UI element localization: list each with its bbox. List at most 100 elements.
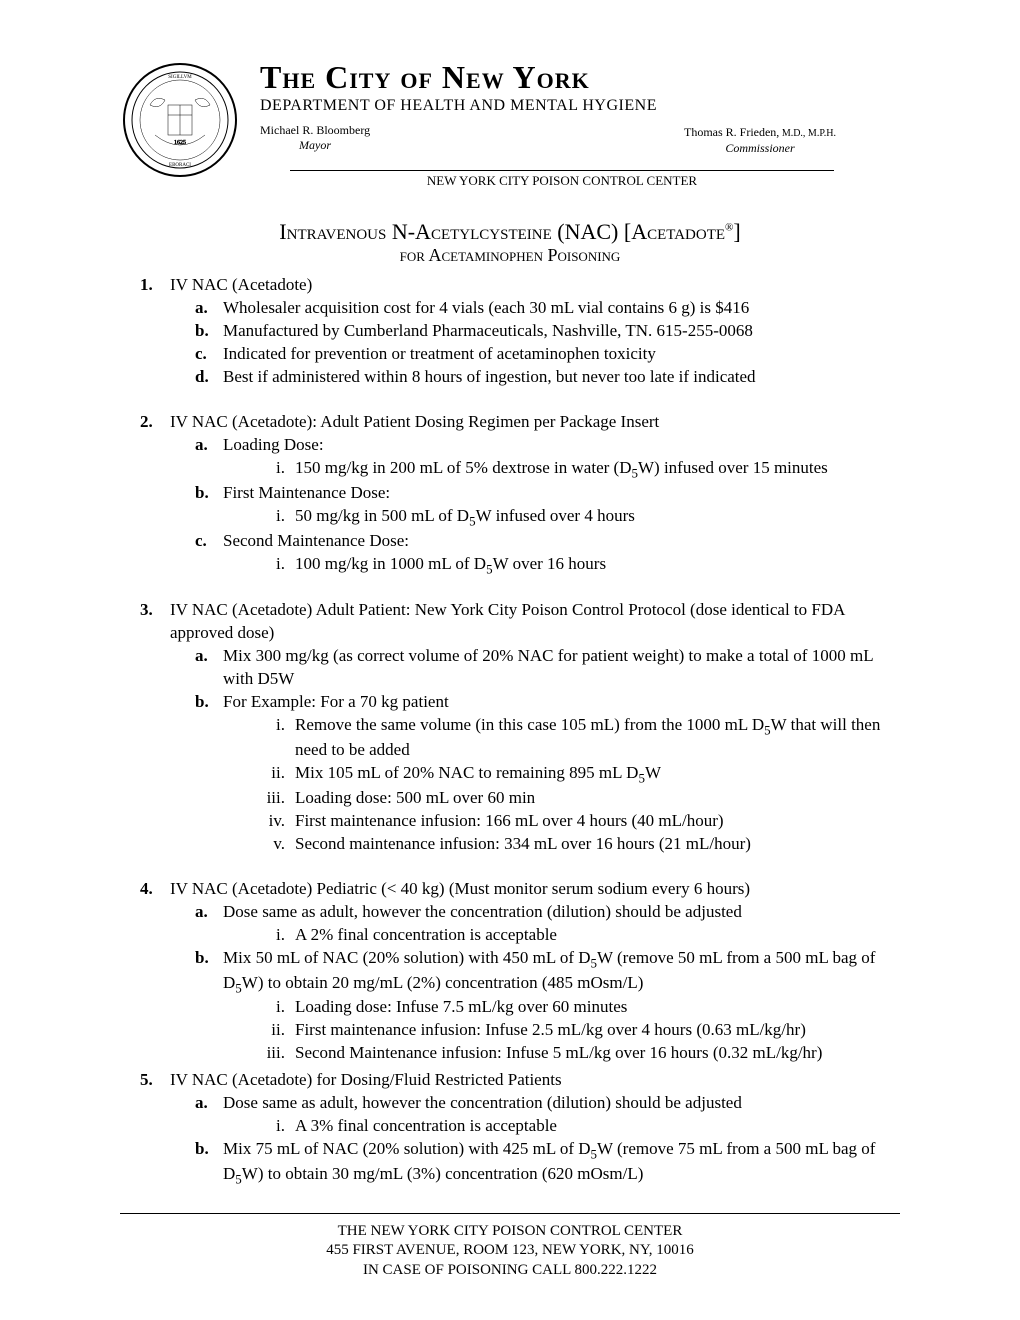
text-pre: Mix 50 mL of NAC (20% solution) with 450… xyxy=(223,948,591,967)
item-number: 5. xyxy=(140,1069,170,1092)
svg-text:EBORACI: EBORACI xyxy=(169,163,191,168)
sub-text: For Example: For a 70 kg patient xyxy=(223,691,900,714)
roman-text: Remove the same volume (in this case 105… xyxy=(295,714,900,762)
commissioner-name: Thomas R. Frieden, xyxy=(684,125,779,139)
header-divider xyxy=(290,170,834,171)
poison-center-name: NEW YORK CITY POISON CONTROL CENTER xyxy=(290,173,834,189)
text-post: W) to obtain 20 mg/mL (2%) concentration… xyxy=(242,973,644,992)
item-4bi: i. Loading dose: Infuse 7.5 mL/kg over 60… xyxy=(255,996,900,1019)
sub-text: Mix 75 mL of NAC (20% solution) with 425… xyxy=(223,1138,900,1188)
item-1b: b.Manufactured by Cumberland Pharmaceuti… xyxy=(195,320,900,343)
item-3biii: iii.Loading dose: 500 mL over 60 min xyxy=(255,787,900,810)
text-pre: 50 mg/kg in 500 mL of D xyxy=(295,506,469,525)
item-2ci: i.100 mg/kg in 1000 mL of D5W over 16 ho… xyxy=(255,553,900,578)
mayor-block: Michael R. Bloomberg Mayor xyxy=(260,123,370,156)
sub-text: Manufactured by Cumberland Pharmaceutica… xyxy=(223,320,900,343)
item-1c: c.Indicated for prevention or treatment … xyxy=(195,343,900,366)
text-pre: Remove the same volume (in this case 105… xyxy=(295,715,764,734)
item-4ai: i. A 2% final concentration is acceptable xyxy=(255,924,900,947)
item-text: IV NAC (Acetadote) Adult Patient: New Yo… xyxy=(170,599,900,645)
item-text: IV NAC (Acetadote) Pediatric (< 40 kg) (… xyxy=(170,878,900,901)
roman-text: Loading dose: Infuse 7.5 mL/kg over 60 m… xyxy=(295,996,900,1019)
text-pre: Mix 75 mL of NAC (20% solution) with 425… xyxy=(223,1139,591,1158)
item-text: IV NAC (Acetadote) for Dosing/Fluid Rest… xyxy=(170,1069,900,1092)
item-2a: a.Loading Dose: xyxy=(195,434,900,457)
document-subtitle: for Acetaminophen Poisoning xyxy=(120,245,900,266)
roman-label: i. xyxy=(255,1115,285,1138)
page-footer: THE NEW YORK CITY POISON CONTROL CENTER … xyxy=(120,1213,900,1281)
spacer xyxy=(120,577,900,595)
item-4biii: iii.Second Maintenance infusion: Infuse … xyxy=(255,1042,900,1065)
roman-label: i. xyxy=(255,996,285,1019)
item-2c: c.Second Maintenance Dose: xyxy=(195,530,900,553)
roman-label: i. xyxy=(255,457,285,482)
spacer xyxy=(120,389,900,407)
sub-letter: b. xyxy=(195,691,223,714)
footer-text: THE NEW YORK CITY POISON CONTROL CENTER … xyxy=(120,1222,900,1281)
item-3bii: ii.Mix 105 mL of 20% NAC to remaining 89… xyxy=(255,762,900,787)
spacer xyxy=(120,856,900,874)
item-number: 3. xyxy=(140,599,170,645)
roman-text: A 3% final concentration is acceptable xyxy=(295,1115,900,1138)
sub-text: First Maintenance Dose: xyxy=(223,482,900,505)
svg-text:SIGILLVM: SIGILLVM xyxy=(168,75,192,80)
officials-row: Michael R. Bloomberg Mayor Thomas R. Fri… xyxy=(260,123,836,156)
department-title: DEPARTMENT OF HEALTH AND MENTAL HYGIENE xyxy=(260,97,900,115)
item-text: IV NAC (Acetadote): Adult Patient Dosing… xyxy=(170,411,900,434)
mayor-name: Michael R. Bloomberg xyxy=(260,123,370,138)
title-close: ] xyxy=(733,219,740,244)
item-2: 2. IV NAC (Acetadote): Adult Patient Dos… xyxy=(120,411,900,434)
roman-text: A 2% final concentration is acceptable xyxy=(295,924,900,947)
roman-label: i. xyxy=(255,924,285,947)
item-1a: a.Wholesaler acquisition cost for 4 vial… xyxy=(195,297,900,320)
text-post: W) to obtain 30 mg/mL (3%) concentration… xyxy=(242,1164,644,1183)
sub-letter: a. xyxy=(195,645,223,691)
header-text-block: The City of New York DEPARTMENT OF HEALT… xyxy=(260,60,900,189)
sub-text: Wholesaler acquisition cost for 4 vials … xyxy=(223,297,900,320)
city-seal-icon: 1625 SIGILLVM EBORACI xyxy=(120,60,240,180)
sub-text: Dose same as adult, however the concentr… xyxy=(223,1092,900,1115)
sub-letter: b. xyxy=(195,320,223,343)
sub-letter: a. xyxy=(195,901,223,924)
item-3b: b.For Example: For a 70 kg patient xyxy=(195,691,900,714)
item-4a: a.Dose same as adult, however the concen… xyxy=(195,901,900,924)
item-1d: d.Best if administered within 8 hours of… xyxy=(195,366,900,389)
item-number: 4. xyxy=(140,878,170,901)
item-number: 2. xyxy=(140,411,170,434)
item-2ai: i. 150 mg/kg in 200 mL of 5% dextrose in … xyxy=(255,457,900,482)
item-1: 1. IV NAC (Acetadote) xyxy=(120,274,900,297)
item-3: 3. IV NAC (Acetadote) Adult Patient: New… xyxy=(120,599,900,645)
item-5ai: i. A 3% final concentration is acceptable xyxy=(255,1115,900,1138)
roman-text: Second Maintenance infusion: Infuse 5 mL… xyxy=(295,1042,900,1065)
footer-line-3: IN CASE OF POISONING CALL 800.222.1222 xyxy=(120,1261,900,1281)
sub-letter: a. xyxy=(195,297,223,320)
footer-line-1: THE NEW YORK CITY POISON CONTROL CENTER xyxy=(120,1222,900,1242)
commissioner-title: Commissioner xyxy=(684,141,836,156)
item-text: IV NAC (Acetadote) xyxy=(170,274,900,297)
sub-letter: b. xyxy=(195,1138,223,1188)
roman-label: i. xyxy=(255,553,285,578)
commissioner-name-line: Thomas R. Frieden, M.D., M.P.H. xyxy=(684,123,836,141)
roman-text: 150 mg/kg in 200 mL of 5% dextrose in wa… xyxy=(295,457,900,482)
item-2b: b.First Maintenance Dose: xyxy=(195,482,900,505)
sub-letter: a. xyxy=(195,434,223,457)
commissioner-credentials: M.D., M.P.H. xyxy=(779,128,836,139)
item-5a: a.Dose same as adult, however the concen… xyxy=(195,1092,900,1115)
sub-letter: a. xyxy=(195,1092,223,1115)
roman-text: Mix 105 mL of 20% NAC to remaining 895 m… xyxy=(295,762,900,787)
sub-text: Indicated for prevention or treatment of… xyxy=(223,343,900,366)
item-number: 1. xyxy=(140,274,170,297)
roman-label: v. xyxy=(255,833,285,856)
document-page: 1625 SIGILLVM EBORACI The City of New Yo… xyxy=(0,0,1020,1320)
item-3a: a.Mix 300 mg/kg (as correct volume of 20… xyxy=(195,645,900,691)
item-4b: b.Mix 50 mL of NAC (20% solution) with 4… xyxy=(195,947,900,997)
sub-text: Second Maintenance Dose: xyxy=(223,530,900,553)
roman-label: i. xyxy=(255,714,285,762)
mayor-title: Mayor xyxy=(260,138,370,153)
content-body: 1. IV NAC (Acetadote) a.Wholesaler acqui… xyxy=(120,274,900,1188)
text-pre: 150 mg/kg in 200 mL of 5% dextrose in wa… xyxy=(295,458,631,477)
item-4: 4. IV NAC (Acetadote) Pediatric (< 40 kg… xyxy=(120,878,900,901)
item-3bv: v.Second maintenance infusion: 334 mL ov… xyxy=(255,833,900,856)
text-pre: 100 mg/kg in 1000 mL of D xyxy=(295,554,486,573)
sub-text: Mix 300 mg/kg (as correct volume of 20% … xyxy=(223,645,900,691)
